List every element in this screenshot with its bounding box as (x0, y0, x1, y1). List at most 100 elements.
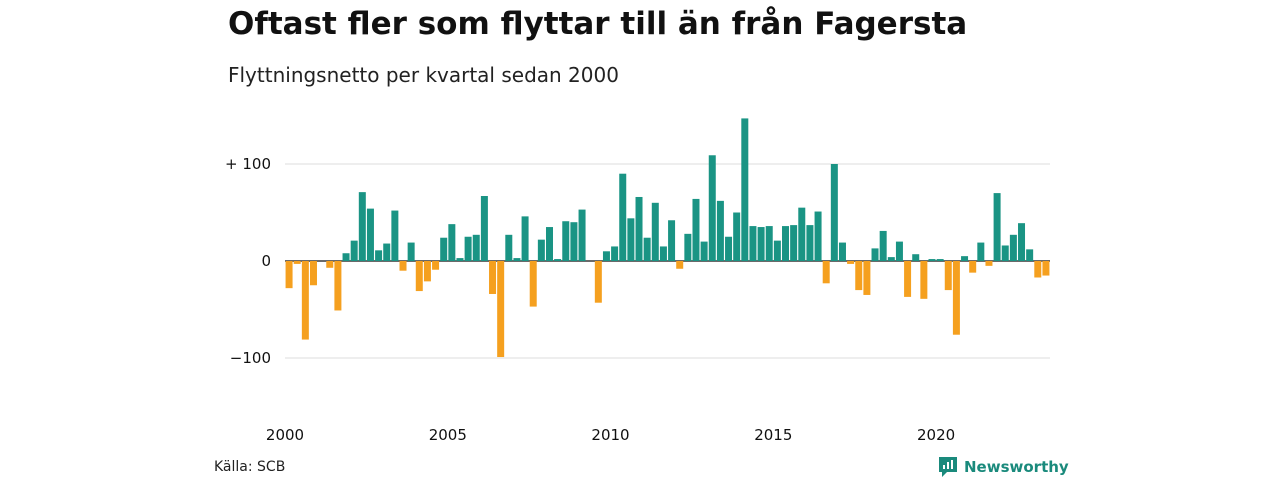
bar (1026, 249, 1034, 261)
bar (952, 261, 960, 335)
bar (668, 220, 676, 261)
x-axis-tick-labels: 2000 2005 2010 2015 2020 (266, 426, 955, 444)
bar (1018, 223, 1026, 261)
bar (904, 261, 912, 297)
bar (798, 207, 806, 261)
chart-subtitle: Flyttningsnetto per kvartal sedan 2000 (228, 63, 619, 87)
newsworthy-logo-icon (939, 457, 957, 477)
bars (285, 118, 1050, 358)
bar (480, 196, 488, 261)
bar (456, 258, 464, 261)
bar (855, 261, 863, 291)
bar-chart: + 100 0 −100 2000 2005 2010 2015 2020 (225, 118, 1050, 444)
bar (594, 261, 602, 303)
bar (985, 261, 993, 266)
bar (993, 193, 1001, 261)
bar (822, 261, 830, 284)
bar (432, 261, 440, 270)
bar (741, 118, 749, 261)
bar (464, 236, 472, 261)
y-axis-tick-labels: + 100 0 −100 (225, 155, 271, 367)
bar (358, 192, 366, 261)
bar (627, 218, 635, 261)
bar (749, 226, 757, 261)
bar (725, 236, 733, 261)
bar (448, 224, 456, 261)
x-tick-label: 2000 (266, 426, 304, 444)
bar (489, 261, 497, 294)
bar (733, 212, 741, 261)
bar (961, 256, 969, 261)
bar (879, 230, 887, 261)
bar (407, 242, 415, 261)
bar (708, 155, 716, 261)
bar (651, 202, 659, 261)
y-tick-label: 0 (261, 252, 271, 270)
bar (863, 261, 871, 295)
bar (790, 225, 798, 261)
bar (1009, 234, 1017, 261)
bar (375, 250, 383, 261)
bar (684, 233, 692, 261)
x-tick-label: 2010 (591, 426, 629, 444)
bar (309, 261, 317, 286)
bar (472, 234, 480, 261)
bar (773, 240, 781, 261)
bar (570, 222, 578, 261)
bar (293, 261, 301, 264)
bar (497, 261, 505, 358)
brand-logo: Newsworthy (938, 456, 1069, 478)
bar (521, 216, 529, 261)
bar (830, 164, 838, 261)
bar (619, 173, 627, 261)
bar (782, 226, 790, 261)
bar (334, 261, 342, 311)
bar (969, 261, 977, 273)
bar (692, 198, 700, 261)
bar (342, 253, 350, 261)
bar (326, 261, 334, 268)
y-tick-label: −100 (230, 349, 271, 367)
bar (1034, 261, 1042, 278)
brand-name: Newsworthy (964, 458, 1069, 476)
bar (936, 259, 944, 261)
bar (1042, 261, 1050, 276)
bar (912, 254, 920, 261)
bar (423, 261, 431, 282)
bar (529, 261, 537, 307)
bar (847, 261, 855, 264)
bar (977, 242, 985, 261)
bar (806, 225, 814, 261)
chart-title: Oftast fler som flyttar till än från Fag… (228, 6, 968, 42)
bar (920, 261, 928, 299)
bar (546, 227, 553, 261)
source-note: Källa: SCB (214, 459, 286, 475)
bar (562, 221, 570, 261)
bar (554, 259, 562, 261)
bar (838, 242, 846, 261)
bar (716, 200, 724, 261)
bar (700, 241, 708, 261)
bar (350, 240, 358, 261)
bar (440, 237, 448, 261)
bar (399, 261, 407, 271)
bar (285, 261, 293, 289)
bar (611, 246, 619, 261)
bar (366, 208, 374, 261)
bar (513, 258, 521, 261)
bar (415, 261, 423, 292)
x-tick-label: 2005 (429, 426, 467, 444)
bar (871, 248, 879, 261)
bar (578, 209, 586, 261)
bar (765, 226, 773, 261)
bar (928, 259, 936, 261)
bar (635, 196, 643, 261)
bar (944, 261, 952, 291)
bar (814, 211, 822, 261)
bar (1001, 245, 1009, 261)
bar (757, 227, 765, 261)
y-tick-label: + 100 (225, 155, 271, 173)
x-tick-label: 2015 (754, 426, 792, 444)
bar (301, 261, 309, 340)
bar (895, 241, 903, 261)
